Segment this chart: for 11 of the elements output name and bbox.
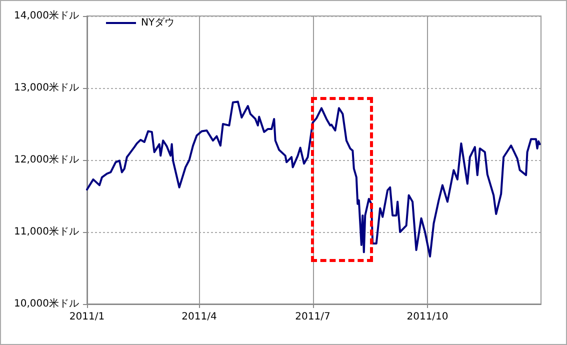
y-tick-label: 14,000米ドル (14, 10, 79, 22)
legend-label: NYダウ (141, 16, 175, 28)
x-tick-label: 2011/7 (295, 312, 330, 322)
x-tick-label: 2011/1 (69, 312, 105, 322)
line-series (86, 100, 541, 258)
y-tick-label: 11,000米ドル (14, 226, 79, 238)
x-tick-label: 2011/4 (182, 312, 217, 322)
y-tick-label: 10,000米ドル (14, 298, 79, 310)
x-tick-label: 2011/10 (406, 312, 448, 322)
y-tick-label: 12,000米ドル (14, 154, 79, 166)
y-tick-label: 13,000米ドル (14, 82, 79, 94)
